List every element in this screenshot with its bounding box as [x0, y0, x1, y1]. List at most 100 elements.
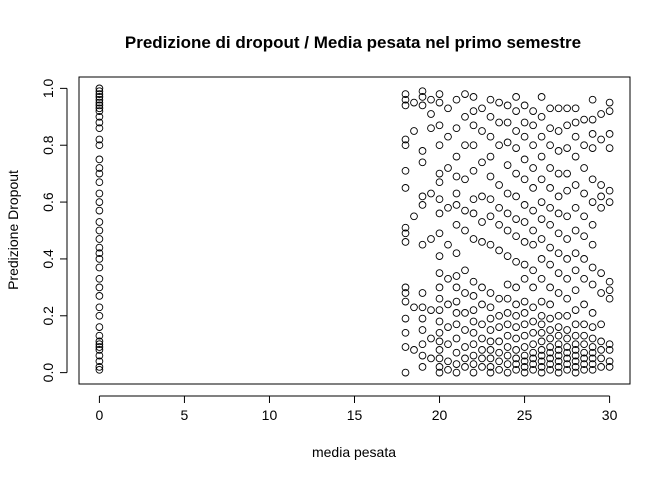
data-point: [495, 294, 503, 303]
data-point: [469, 328, 478, 337]
data-point: [520, 351, 529, 360]
data-point: [588, 130, 597, 138]
data-point: [486, 346, 495, 354]
data-point: [461, 343, 469, 351]
data-point: [605, 286, 614, 295]
data-point: [537, 311, 546, 320]
data-point: [554, 331, 563, 340]
data-point: [529, 240, 537, 249]
data-point: [520, 309, 529, 317]
data-point: [444, 164, 452, 172]
data-point: [486, 112, 495, 121]
data-point: [605, 98, 614, 107]
data-point: [512, 346, 520, 354]
data-point: [554, 363, 563, 371]
data-point: [580, 164, 588, 172]
data-point: [95, 343, 104, 351]
data-point: [452, 283, 461, 292]
data-point: [401, 184, 410, 192]
data-point: [435, 141, 444, 150]
data-point: [486, 354, 495, 363]
data-point: [520, 155, 529, 164]
data-point: [571, 346, 580, 354]
data-point: [503, 101, 512, 110]
data-point: [418, 87, 427, 96]
data-point: [537, 215, 546, 223]
data-point: [588, 198, 597, 206]
data-point: [563, 274, 571, 283]
data-point: [529, 184, 537, 192]
data-point: [444, 203, 452, 212]
data-point: [495, 365, 503, 374]
data-point: [478, 238, 486, 246]
data-point: [512, 232, 520, 241]
data-point: [435, 317, 444, 326]
data-point: [410, 346, 418, 354]
data-point: [95, 351, 104, 360]
data-point: [580, 255, 588, 263]
data-point: [554, 269, 563, 277]
data-point: [597, 363, 605, 371]
data-point: [554, 311, 563, 320]
data-point: [520, 201, 529, 209]
data-point: [452, 368, 461, 377]
data-point: [512, 169, 520, 178]
data-point: [520, 175, 529, 184]
data-point: [461, 90, 469, 98]
data-point: [95, 249, 104, 258]
data-point: [452, 95, 461, 104]
data-point: [512, 127, 520, 135]
data-point: [537, 328, 546, 337]
data-point: [563, 169, 571, 178]
data-point: [580, 115, 588, 124]
data-point: [537, 235, 546, 243]
data-point: [503, 209, 512, 218]
data-point: [478, 320, 486, 329]
data-point: [486, 195, 495, 204]
data-point: [597, 354, 605, 363]
data-point: [461, 206, 469, 215]
data-point: [512, 311, 520, 320]
data-point: [537, 346, 546, 354]
data-point: [469, 277, 478, 286]
data-point: [546, 104, 554, 113]
data-point: [563, 121, 571, 130]
data-point: [571, 363, 580, 371]
data-point: [95, 124, 104, 133]
data-point: [418, 314, 427, 323]
data-point: [588, 175, 597, 184]
data-point: [95, 169, 104, 178]
data-point: [563, 334, 571, 343]
data-point: [495, 98, 503, 107]
data-point: [588, 263, 597, 272]
data-point: [597, 181, 605, 189]
data-point: [588, 334, 597, 343]
data-point: [95, 141, 104, 150]
x-tick-label: 15: [347, 407, 363, 423]
data-point: [580, 189, 588, 198]
data-point: [418, 351, 427, 360]
data-point: [452, 220, 461, 229]
data-point: [563, 144, 571, 152]
data-point: [469, 195, 478, 204]
data-point: [580, 300, 588, 309]
data-point: [588, 144, 597, 152]
data-point: [512, 144, 520, 152]
data-point: [597, 192, 605, 201]
data-point: [605, 186, 614, 195]
data-point: [580, 320, 588, 329]
y-tick-label: 0.4: [40, 249, 56, 269]
data-point: [401, 368, 410, 377]
data-point: [486, 337, 495, 346]
data-point: [478, 354, 486, 363]
data-point: [563, 186, 571, 195]
data-point: [563, 354, 571, 363]
data-point: [401, 343, 410, 351]
data-point: [486, 314, 495, 323]
data-point: [520, 331, 529, 340]
data-point: [401, 314, 410, 323]
data-point: [469, 107, 478, 115]
data-point: [418, 101, 427, 110]
data-point: [580, 331, 588, 340]
data-point: [503, 343, 512, 351]
